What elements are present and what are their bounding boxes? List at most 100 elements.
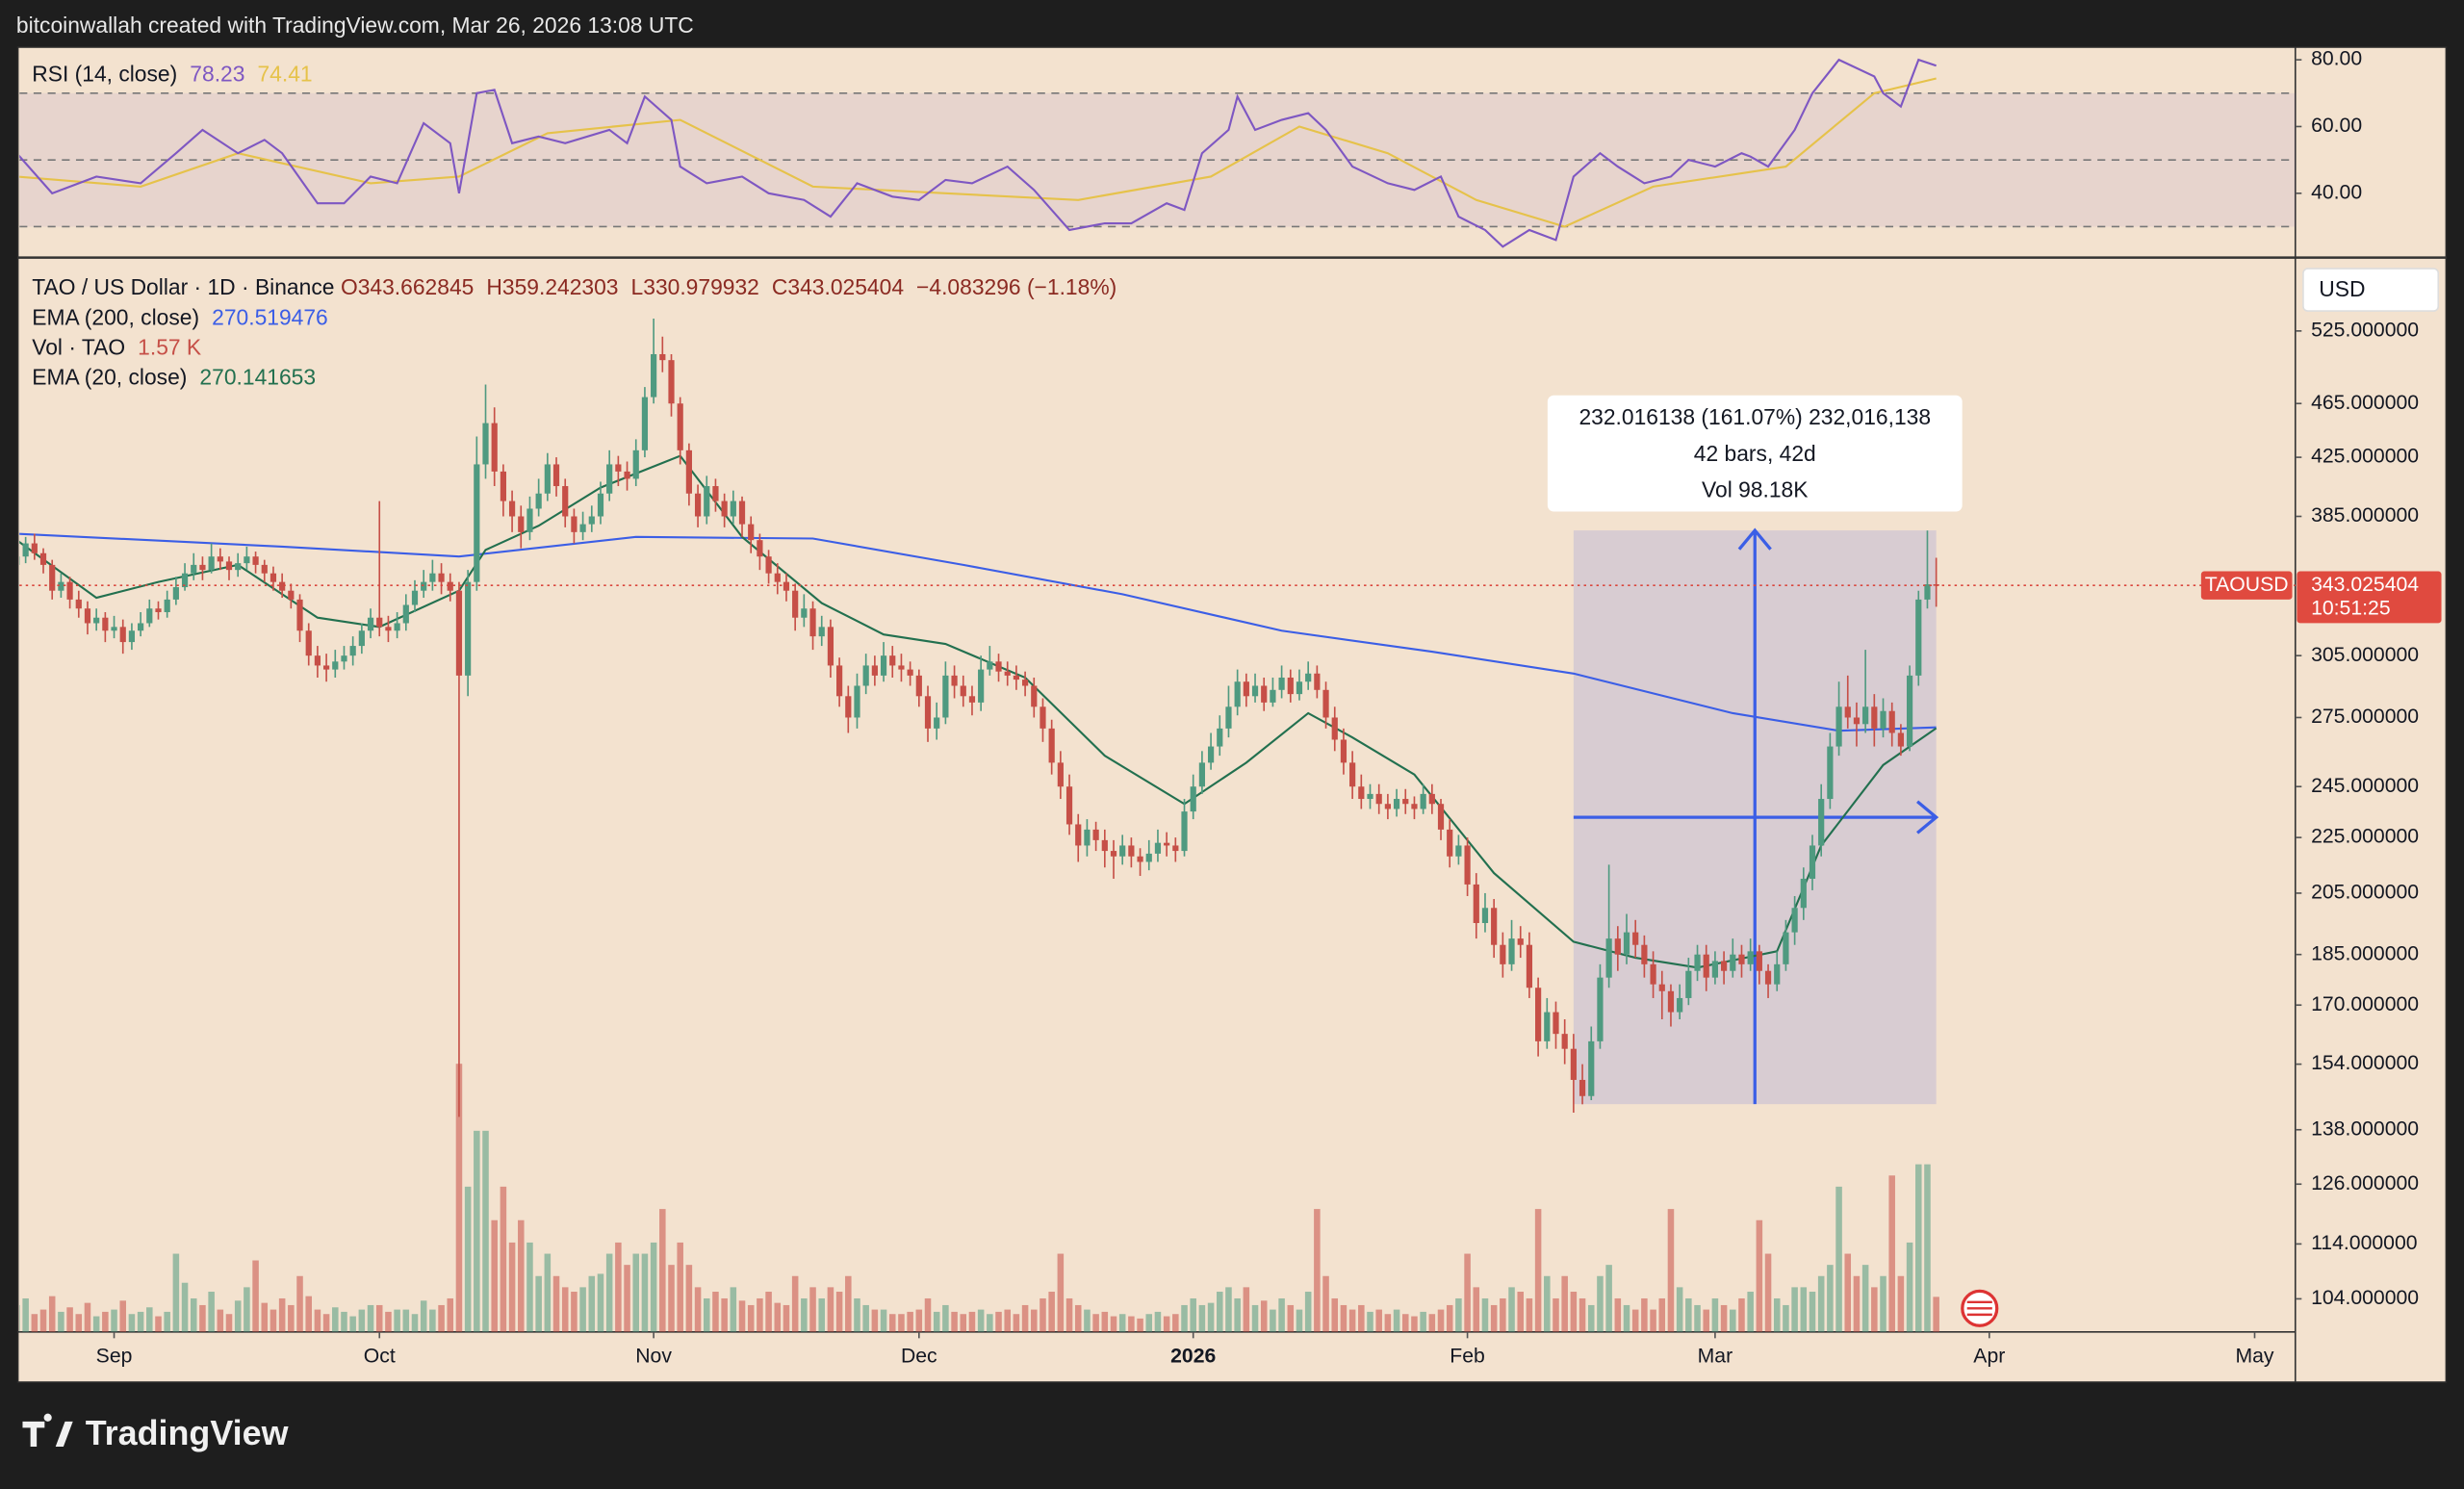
candle-body [1880, 710, 1886, 729]
volume-bar [677, 1242, 683, 1332]
candle-body [252, 556, 259, 565]
candle-body [385, 627, 392, 631]
volume-bar [234, 1300, 242, 1332]
candle-body [978, 669, 985, 703]
volume-bar [199, 1304, 206, 1332]
x-tick-label: 2026 [1170, 1346, 1216, 1368]
candle-body [1553, 1012, 1559, 1035]
candle-body [22, 543, 29, 557]
volume-bar [500, 1186, 507, 1332]
volume-bar [1756, 1219, 1763, 1332]
volume-bar [288, 1304, 295, 1332]
candle-body [1031, 685, 1038, 707]
candle-body [181, 573, 189, 588]
candle-body [1570, 1048, 1577, 1080]
candle-body [1641, 944, 1648, 964]
candle-body [411, 590, 419, 605]
volume-bar [765, 1292, 772, 1332]
volume-bar [137, 1311, 144, 1332]
volume-bar [641, 1253, 649, 1332]
candle-body [1667, 990, 1675, 1013]
currency-box[interactable] [2302, 268, 2440, 312]
volume-bar [1074, 1304, 1082, 1332]
candle-body [1065, 786, 1073, 825]
volume-bar [1217, 1292, 1223, 1332]
y-tick-label: 138.000000 [2311, 1117, 2419, 1140]
candle-body [651, 353, 657, 398]
volume-bar [429, 1309, 436, 1332]
volume-bar [332, 1307, 339, 1332]
legend-item: EMA (20, close) [32, 364, 187, 389]
volume-bar [1198, 1304, 1206, 1332]
volume-bar [1411, 1316, 1418, 1332]
volume-bar [880, 1309, 887, 1332]
candle-body [1844, 706, 1851, 718]
volume-bar [552, 1275, 560, 1332]
volume-bar [659, 1209, 666, 1332]
volume-bar [1393, 1309, 1400, 1332]
candle-body [1473, 884, 1479, 924]
currency-button[interactable]: USD [2302, 268, 2440, 312]
candle-body [1491, 908, 1498, 945]
volume-bar [111, 1309, 117, 1332]
rsi-line [19, 58, 1937, 248]
y-tick-label: 154.000000 [2311, 1052, 2419, 1074]
candle-body [1835, 706, 1842, 747]
volume-bar [1473, 1287, 1480, 1332]
volume-bar [1508, 1287, 1515, 1332]
candle-body [518, 516, 525, 532]
volume-bar [1553, 1297, 1559, 1332]
volume-bar [960, 1314, 967, 1332]
volume-bar [1685, 1297, 1692, 1332]
volume-bar [208, 1292, 215, 1332]
y-tick-label: 205.000000 [2311, 882, 2419, 904]
volume-bar [270, 1309, 277, 1332]
candle-body [1261, 685, 1268, 703]
legend-item: L330.979932 [631, 274, 759, 299]
volume-bar [791, 1275, 799, 1332]
volume-bar [1817, 1275, 1825, 1332]
volume-bar [1251, 1304, 1259, 1332]
candle-body [491, 423, 498, 472]
candle-body [341, 655, 347, 662]
candle-body [606, 464, 613, 494]
volume-bar [907, 1311, 913, 1332]
candle-body [314, 655, 321, 666]
candle-body [907, 669, 913, 676]
candle-body [421, 581, 427, 591]
candle-body [164, 599, 170, 613]
candle-body [677, 403, 683, 450]
volume-bar [624, 1265, 630, 1332]
volume-bar [1137, 1318, 1143, 1332]
candle-body [1800, 878, 1807, 909]
volume-bar [1065, 1297, 1073, 1332]
candle-body [987, 661, 993, 670]
volume-bar [597, 1273, 604, 1332]
candle-body [482, 423, 489, 465]
candle-body [1764, 970, 1772, 985]
volume-bar [1314, 1209, 1321, 1332]
volume-bar [1587, 1304, 1595, 1332]
candle-body [960, 685, 966, 697]
volume-bar [92, 1316, 100, 1332]
volume-bar [1676, 1287, 1683, 1332]
candle-body [1411, 804, 1418, 809]
candle-body [1278, 677, 1285, 690]
currency-label[interactable]: USD [2319, 276, 2365, 301]
volume-bar [296, 1275, 303, 1332]
candle-body [119, 627, 126, 643]
candle-body [474, 464, 480, 582]
volume-bar [322, 1314, 330, 1332]
candle-body [1164, 842, 1170, 846]
volume-bar [1844, 1253, 1852, 1332]
volume-bar [1578, 1297, 1586, 1332]
volume-bar [1933, 1296, 1939, 1332]
volume-bar [411, 1314, 419, 1332]
volume-bar [579, 1287, 586, 1332]
candle-body [1137, 856, 1143, 862]
legend-item: 270.519476 [212, 304, 328, 329]
legend-item: TAO / US Dollar · 1D · Binance [32, 274, 334, 299]
volume-bar [58, 1311, 64, 1332]
candle-body [1561, 1034, 1568, 1049]
volume-bar [1446, 1304, 1453, 1332]
